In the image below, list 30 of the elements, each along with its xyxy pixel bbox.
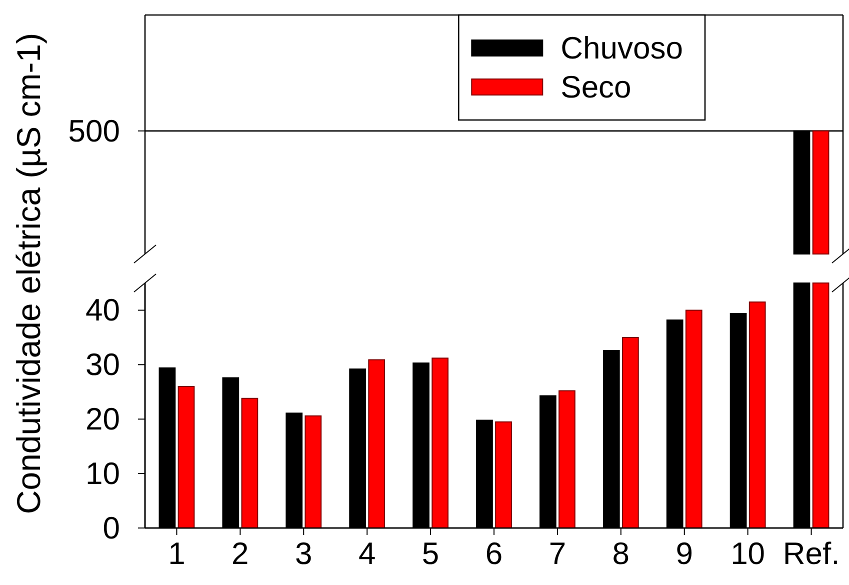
x-tick-label: Ref. (782, 536, 840, 571)
legend-label: Seco (560, 70, 632, 104)
bar (432, 358, 448, 528)
legend-label: Chuvoso (560, 30, 684, 66)
x-tick-label: 2 (232, 536, 249, 571)
y-tick-label: 0 (102, 510, 120, 546)
y-tick-label: 30 (86, 347, 120, 382)
bar (558, 390, 576, 528)
x-tick-label: 7 (548, 536, 566, 571)
y-tick-label: 40 (86, 292, 120, 328)
x-tick-label: 1 (168, 536, 186, 571)
bar (622, 336, 639, 528)
x-tick-label: 3 (295, 536, 312, 571)
x-tick-label: 10 (730, 536, 766, 571)
x-tick-label: 5 (422, 536, 440, 571)
x-tick-label: 9 (676, 536, 693, 571)
bar (368, 359, 386, 528)
y-tick-label: 500 (68, 113, 120, 148)
bar (748, 302, 766, 528)
y-axis-title: Condutividade elétrica (µS cm-1) (10, 32, 47, 514)
bar (304, 415, 322, 528)
bar (495, 421, 512, 528)
y-tick-label: 10 (86, 456, 120, 492)
x-tick-label: 4 (358, 536, 376, 571)
x-tick-label: 8 (612, 536, 630, 571)
x-tick-label: 6 (485, 536, 503, 571)
bar (241, 398, 258, 528)
bar (685, 310, 702, 528)
bar (178, 386, 195, 528)
y-tick-label: 20 (86, 402, 120, 437)
